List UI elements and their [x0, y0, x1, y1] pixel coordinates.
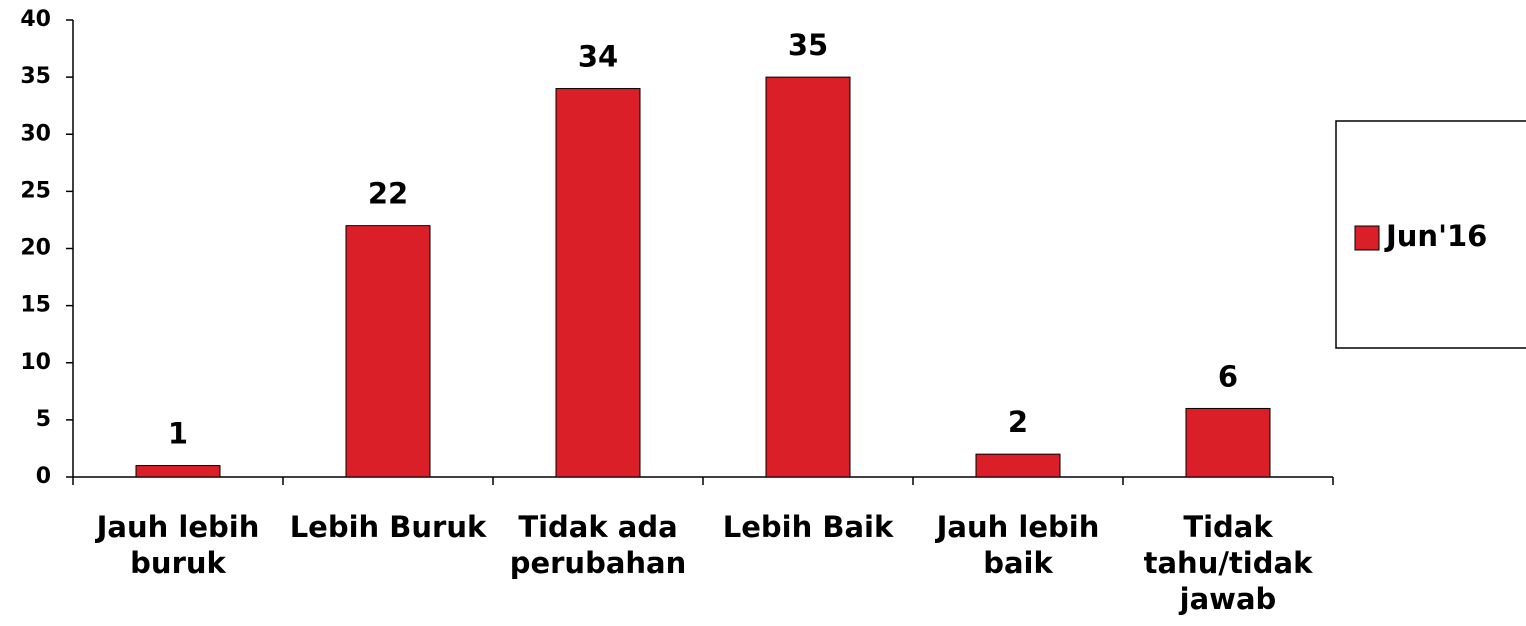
- x-tick-label: Tidak tahu/tidak jawab: [1143, 510, 1313, 616]
- data-label: 35: [788, 28, 828, 62]
- x-tick-label-box: Jauh lebih buruk: [96, 510, 260, 580]
- bar: [345, 225, 431, 478]
- data-label: 1: [168, 417, 188, 451]
- x-tick-label: Jauh lebih baik: [936, 510, 1100, 580]
- bar: [135, 465, 221, 478]
- y-tick-label: 25: [20, 178, 51, 203]
- bar: [555, 88, 641, 478]
- x-tick-label-box: Tidak tahu/tidak jawab: [1143, 510, 1313, 616]
- x-tick-label-box: Tidak ada perubahan: [509, 510, 687, 580]
- x-tick-label: Tidak ada perubahan: [509, 510, 687, 580]
- x-tick-label: Lebih Buruk: [289, 510, 487, 544]
- legend-swatch: [1354, 225, 1380, 251]
- y-tick-label: 20: [20, 236, 51, 261]
- data-label: 22: [368, 177, 408, 211]
- bar: [765, 76, 851, 478]
- bar: [1185, 407, 1271, 478]
- x-tick-label: Lebih Baik: [722, 510, 894, 544]
- y-tick-label: 40: [20, 7, 51, 32]
- y-tick-label: 5: [36, 407, 51, 432]
- x-tick-label: Jauh lebih buruk: [96, 510, 260, 580]
- data-label: 2: [1008, 405, 1028, 439]
- y-tick-label: 35: [20, 64, 51, 89]
- x-tick-label-box: Jauh lebih baik: [936, 510, 1100, 580]
- y-tick-label: 0: [36, 464, 51, 489]
- x-tick-label-box: Lebih Buruk: [289, 510, 487, 544]
- bar: [975, 453, 1061, 478]
- y-tick-label: 30: [20, 121, 51, 146]
- legend-label: Jun'16: [1384, 219, 1487, 253]
- data-label: 34: [578, 40, 618, 74]
- y-tick-label: 10: [20, 350, 51, 375]
- y-tick-label: 15: [20, 293, 51, 318]
- data-label: 6: [1218, 359, 1238, 393]
- x-tick-label-box: Lebih Baik: [722, 510, 894, 544]
